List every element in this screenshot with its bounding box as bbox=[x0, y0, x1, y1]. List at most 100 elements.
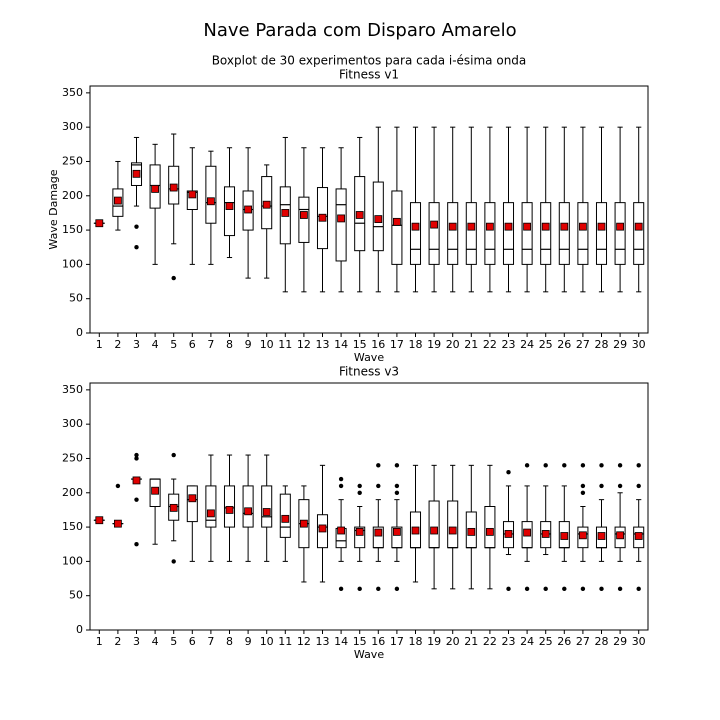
x-tick-label: 22 bbox=[483, 635, 497, 648]
mean-marker bbox=[299, 211, 308, 219]
mean-marker bbox=[560, 532, 569, 540]
x-tick-label: 28 bbox=[595, 635, 609, 648]
x-tick-label: 13 bbox=[316, 635, 330, 648]
flier bbox=[357, 490, 362, 495]
mean-marker bbox=[337, 214, 346, 223]
flier bbox=[543, 463, 548, 468]
mean-marker bbox=[337, 526, 346, 535]
box bbox=[540, 202, 552, 265]
mean-marker bbox=[244, 507, 253, 516]
x-tick-label: 17 bbox=[390, 338, 404, 351]
y-tick-label: 250 bbox=[62, 154, 83, 167]
mean-marker bbox=[485, 527, 494, 536]
mean-marker bbox=[355, 211, 364, 219]
flier bbox=[394, 490, 400, 495]
x-tick-label: 1 bbox=[96, 338, 103, 351]
mean-marker bbox=[114, 196, 122, 205]
y-tick-label: 300 bbox=[62, 120, 83, 133]
x-tick-label: 10 bbox=[260, 338, 274, 351]
box bbox=[205, 485, 217, 528]
x-tick-label: 20 bbox=[446, 635, 460, 648]
mean-marker bbox=[95, 219, 104, 228]
box bbox=[521, 202, 533, 265]
x-axis-label: Wave bbox=[354, 648, 384, 661]
y-tick-label: 300 bbox=[62, 417, 83, 430]
x-tick-label: 23 bbox=[502, 338, 516, 351]
mean-marker bbox=[114, 519, 122, 528]
x-tick-label: 29 bbox=[613, 635, 627, 648]
flier bbox=[580, 483, 586, 489]
box bbox=[484, 506, 496, 549]
x-tick-label: 17 bbox=[390, 635, 404, 648]
box bbox=[633, 202, 645, 265]
box bbox=[186, 485, 198, 523]
mean-marker bbox=[411, 526, 420, 535]
mean-marker bbox=[169, 503, 178, 512]
x-axis-label: Wave bbox=[354, 351, 384, 364]
mean-marker bbox=[616, 222, 624, 231]
x-tick-label: 13 bbox=[316, 338, 330, 351]
mean-marker bbox=[467, 527, 476, 536]
mean-marker bbox=[374, 215, 383, 224]
x-tick-label: 25 bbox=[539, 635, 553, 648]
x-tick-label: 6 bbox=[189, 635, 196, 648]
mean-marker bbox=[262, 200, 271, 209]
box bbox=[428, 202, 440, 265]
flier bbox=[376, 586, 381, 592]
x-tick-label: 16 bbox=[371, 338, 385, 351]
y-axis-label: Wave Damage bbox=[47, 169, 60, 249]
mean-marker bbox=[244, 205, 253, 214]
flier bbox=[338, 586, 344, 592]
flier bbox=[134, 452, 139, 458]
box bbox=[502, 202, 515, 265]
box bbox=[614, 202, 626, 265]
flier bbox=[134, 224, 139, 229]
x-tick-label: 18 bbox=[409, 635, 423, 648]
x-tick-label: 14 bbox=[334, 635, 348, 648]
x-tick-label: 5 bbox=[170, 635, 177, 648]
x-tick-label: 28 bbox=[595, 338, 609, 351]
x-tick-label: 14 bbox=[334, 338, 348, 351]
mean-marker bbox=[597, 222, 606, 231]
mean-marker bbox=[132, 476, 141, 485]
mean-marker bbox=[541, 222, 550, 231]
flier bbox=[357, 483, 362, 489]
chart-subtitle: Boxplot de 30 experimentos para cada i-é… bbox=[212, 54, 527, 68]
y-tick-label: 250 bbox=[62, 451, 83, 464]
x-tick-label: 11 bbox=[278, 635, 292, 648]
mean-marker bbox=[225, 506, 234, 514]
x-tick-label: 25 bbox=[539, 338, 553, 351]
x-tick-label: 4 bbox=[152, 635, 159, 648]
box bbox=[465, 202, 477, 265]
mean-marker bbox=[262, 508, 271, 516]
x-tick-label: 7 bbox=[207, 338, 214, 351]
box bbox=[447, 202, 459, 265]
mean-marker bbox=[634, 222, 643, 231]
flier bbox=[617, 463, 623, 468]
mean-marker bbox=[281, 514, 290, 523]
chart-title: Fitness v1 bbox=[339, 68, 399, 82]
flier bbox=[617, 483, 623, 489]
mean-marker bbox=[281, 209, 290, 217]
mean-marker bbox=[597, 532, 606, 540]
flier bbox=[115, 483, 121, 489]
box bbox=[391, 190, 403, 265]
mean-marker bbox=[504, 530, 513, 538]
x-tick-label: 8 bbox=[226, 338, 233, 351]
flier bbox=[562, 463, 567, 468]
y-tick-label: 350 bbox=[62, 86, 83, 99]
flier bbox=[636, 586, 641, 592]
x-tick-label: 15 bbox=[353, 338, 367, 351]
flier bbox=[599, 463, 604, 468]
mean-marker bbox=[318, 524, 327, 533]
flier bbox=[524, 586, 530, 592]
x-tick-label: 21 bbox=[464, 338, 478, 351]
y-tick-label: 100 bbox=[62, 554, 83, 567]
y-tick-label: 150 bbox=[62, 520, 83, 533]
flier bbox=[617, 586, 623, 592]
mean-marker bbox=[523, 528, 531, 537]
flier bbox=[376, 483, 381, 489]
mean-marker bbox=[541, 530, 550, 538]
box bbox=[558, 202, 570, 265]
